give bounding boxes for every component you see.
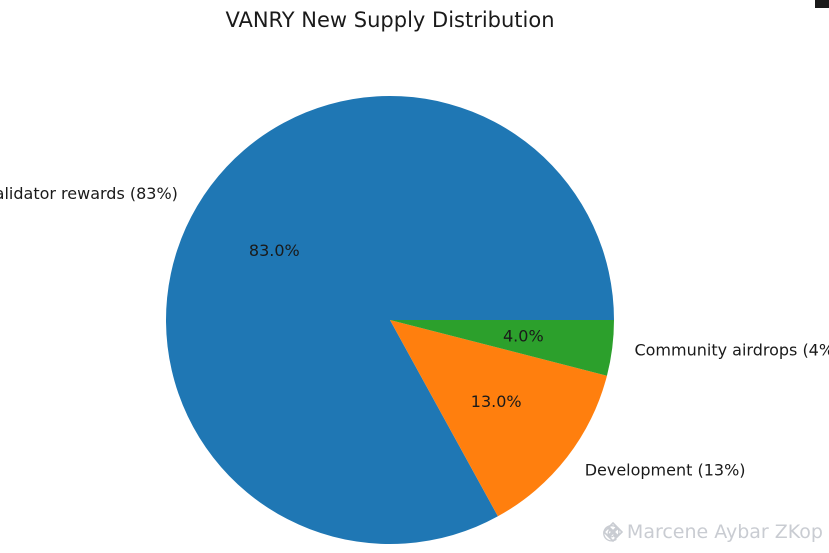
slice-label-2: Community airdrops (4%) [634, 340, 829, 359]
slice-percent-0: 83.0% [249, 241, 300, 260]
pie-labels: Validator rewards (83%) 83.0% Development … [0, 184, 829, 479]
slice-label-0: Validator rewards (83%) [0, 184, 178, 203]
watermark-text: @ Marcene Aybar ZKop [601, 521, 823, 543]
binance-diamond-icon [602, 521, 624, 543]
pie-slices [166, 96, 614, 544]
window-edge [815, 0, 829, 8]
slice-label-1: Development (13%) [585, 461, 746, 480]
slice-percent-1: 13.0% [471, 392, 522, 411]
pie-slice-1 [390, 320, 607, 517]
watermark: @ Marcene Aybar ZKop [602, 521, 823, 543]
pie-slice-2 [390, 320, 614, 376]
slice-percent-2: 4.0% [503, 326, 544, 345]
chart-title: VANRY New Supply Distribution [225, 8, 554, 32]
